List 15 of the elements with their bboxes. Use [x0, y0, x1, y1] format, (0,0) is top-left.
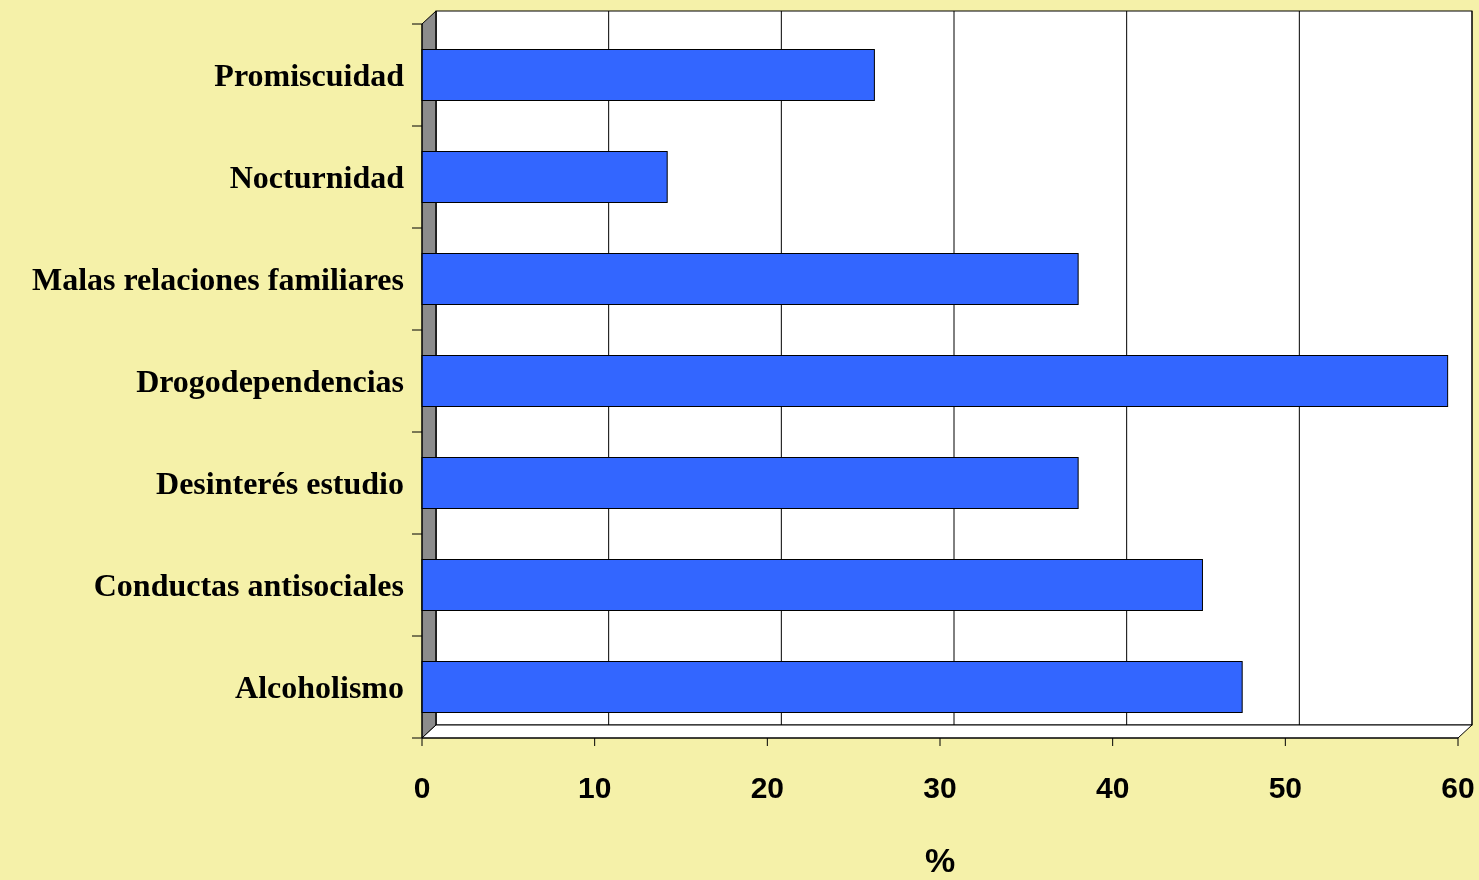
- x-tick-label: 20: [750, 771, 785, 804]
- y-tick-label: Conductas antisociales: [93, 567, 404, 603]
- x-tick-label: 0: [413, 771, 431, 804]
- y-tick-label: Nocturnidad: [229, 159, 405, 195]
- x-axis-title: %: [924, 841, 956, 879]
- y-tick-label: Malas relaciones familiares: [31, 261, 404, 297]
- x-tick-label: 40: [1095, 771, 1130, 804]
- x-tick-label: 30: [923, 771, 957, 804]
- x-tick-label: 60: [1441, 771, 1475, 804]
- y-tick-label: Drogodependencias: [136, 363, 404, 399]
- x-tick-label: 10: [577, 771, 612, 804]
- y-tick-label: Promiscuidad: [214, 57, 405, 93]
- x-tick-label: 50: [1268, 771, 1303, 804]
- y-tick-label: Desinterés estudio: [156, 465, 404, 501]
- y-tick-label: Alcoholismo: [235, 669, 404, 705]
